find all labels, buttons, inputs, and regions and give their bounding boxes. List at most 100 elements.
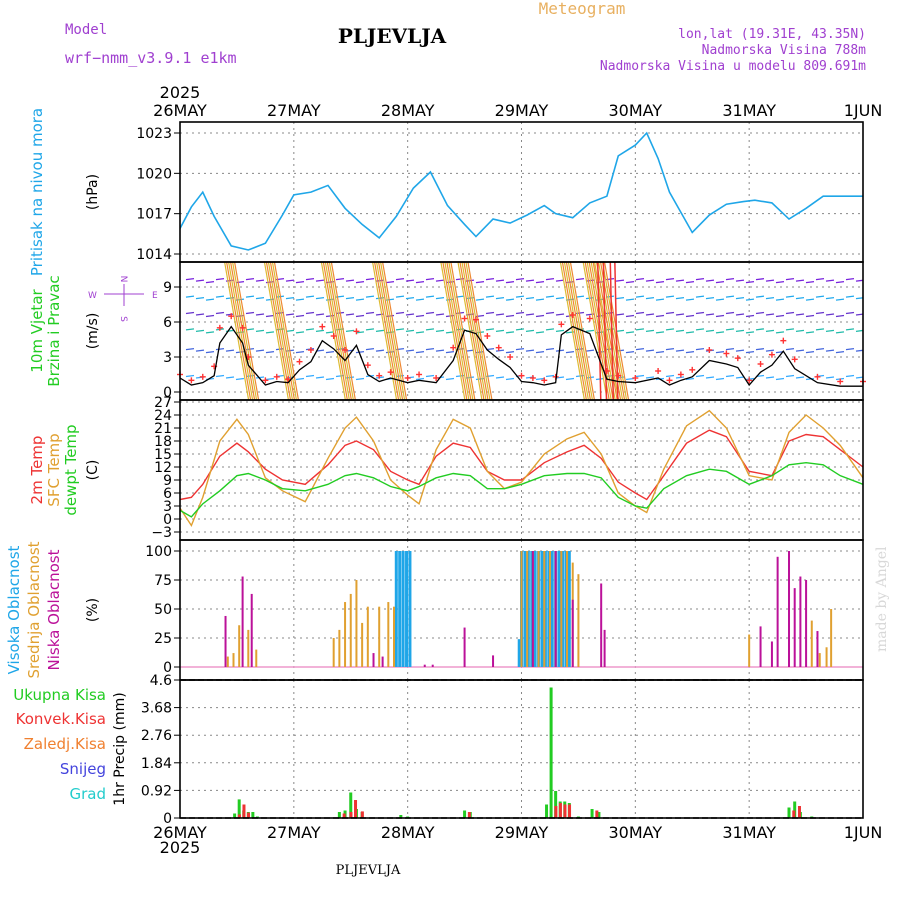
precip-total-bar xyxy=(399,815,403,818)
wind-barb xyxy=(845,374,855,378)
temperature-axis-title: 2m Temp xyxy=(28,436,46,505)
x-label-bottom: 26MAY xyxy=(153,823,207,842)
wind-barb xyxy=(215,348,225,351)
footer-station: PLJEVLJA xyxy=(336,863,401,878)
wind-barb xyxy=(395,311,405,315)
wind-streak xyxy=(442,262,468,400)
wind-barb xyxy=(385,281,395,284)
wind-barb xyxy=(365,311,375,315)
wind-barb xyxy=(205,331,215,334)
wind-streak xyxy=(457,262,483,400)
wind-barb xyxy=(535,331,545,334)
wind-barb xyxy=(775,314,785,318)
cloud-low-bar xyxy=(492,655,495,667)
wind-barbs xyxy=(185,262,863,400)
wind-barb xyxy=(425,295,435,298)
wind-streak xyxy=(465,262,491,400)
wind-barb xyxy=(295,331,305,334)
wind-streak xyxy=(590,262,616,400)
x-label-top: 28MAY xyxy=(381,101,435,120)
cloud-mid-bar xyxy=(825,647,828,667)
x-label-top: 31MAY xyxy=(722,101,776,120)
wind-barb xyxy=(345,329,355,332)
pressure-unit-label: (hPa) xyxy=(85,174,101,210)
wind-barb xyxy=(735,329,745,332)
wind-barb xyxy=(725,311,735,315)
wind-barb xyxy=(655,281,665,284)
wind-streak xyxy=(614,262,619,400)
precip-total-bar xyxy=(233,813,237,818)
wind-barb xyxy=(365,328,375,331)
wind-barb xyxy=(815,328,825,331)
cloud-low-bar xyxy=(571,599,574,667)
precip-total-bar xyxy=(590,809,594,818)
wind-streak xyxy=(230,262,256,400)
wind-barb xyxy=(425,278,435,281)
cloud-high-bar xyxy=(408,551,412,667)
plot-layer xyxy=(177,131,866,818)
wind-barb xyxy=(665,328,675,331)
wind-barb xyxy=(215,295,225,298)
wind-barb xyxy=(615,313,625,316)
wind-barb xyxy=(245,311,255,315)
cloud-mid-bar xyxy=(537,551,540,667)
wind-streak xyxy=(450,262,476,400)
wind-streak xyxy=(567,262,594,400)
wind-barb xyxy=(635,295,645,298)
wind-streak xyxy=(459,262,485,400)
compass-west: W xyxy=(88,291,97,301)
precip-total-bar xyxy=(349,792,353,818)
wind-barb xyxy=(665,348,675,351)
wind-barb xyxy=(185,278,195,281)
wind-streak xyxy=(448,262,474,400)
precip-tick-label: 4.6 xyxy=(150,673,172,689)
wind-barb xyxy=(185,374,195,378)
wind-barb xyxy=(735,376,745,379)
wind-barb xyxy=(335,278,345,281)
wind-barb xyxy=(225,329,235,332)
wind-barb xyxy=(405,297,415,300)
cloud-low-bar xyxy=(805,580,808,667)
precip-conv-bar xyxy=(792,810,796,818)
wind-barb xyxy=(185,295,195,298)
wind-barb xyxy=(205,351,215,354)
wind-barb xyxy=(705,279,715,282)
wind-barb xyxy=(775,281,785,284)
wind-barb xyxy=(515,348,525,351)
wind-barb xyxy=(825,279,835,282)
cloud-low-bar xyxy=(554,551,557,667)
cloud-high-bar xyxy=(401,551,405,667)
wind-barb xyxy=(195,329,205,332)
wind-barb xyxy=(845,295,855,298)
wind-barb xyxy=(745,331,755,334)
wind-barb xyxy=(775,331,785,334)
cloud-mid-bar xyxy=(818,653,821,667)
cloud-low-bar xyxy=(793,588,796,667)
wind-barb xyxy=(355,298,365,301)
wind-barb xyxy=(785,278,795,281)
wind-barb xyxy=(635,348,645,351)
wind-barb xyxy=(665,278,675,281)
wind-barb xyxy=(775,377,785,381)
wind-barb xyxy=(205,281,215,284)
wind-barb xyxy=(555,297,565,300)
wind-barb xyxy=(285,279,295,282)
cloud-low-bar xyxy=(431,664,434,667)
cloud-mid-bar xyxy=(810,620,813,667)
cloud-mid-bar xyxy=(393,606,396,667)
dewpt-line xyxy=(179,461,864,518)
wind-barb xyxy=(845,311,855,315)
wind-barb xyxy=(245,278,255,281)
wind-barb xyxy=(715,281,725,284)
wind-barb xyxy=(375,313,385,316)
wind-barb xyxy=(625,298,635,301)
cloud-high-bar xyxy=(530,551,534,667)
clouds-axis-title: Visoka Oblacnost xyxy=(5,545,23,674)
wind-barb xyxy=(685,377,695,381)
precip-conv-bar xyxy=(354,800,358,818)
wind-barb xyxy=(675,349,685,352)
wind-barb xyxy=(705,329,715,332)
precip-tick-label: 3.68 xyxy=(141,701,172,717)
wind-barb xyxy=(615,279,625,282)
wind-barb xyxy=(835,351,845,354)
